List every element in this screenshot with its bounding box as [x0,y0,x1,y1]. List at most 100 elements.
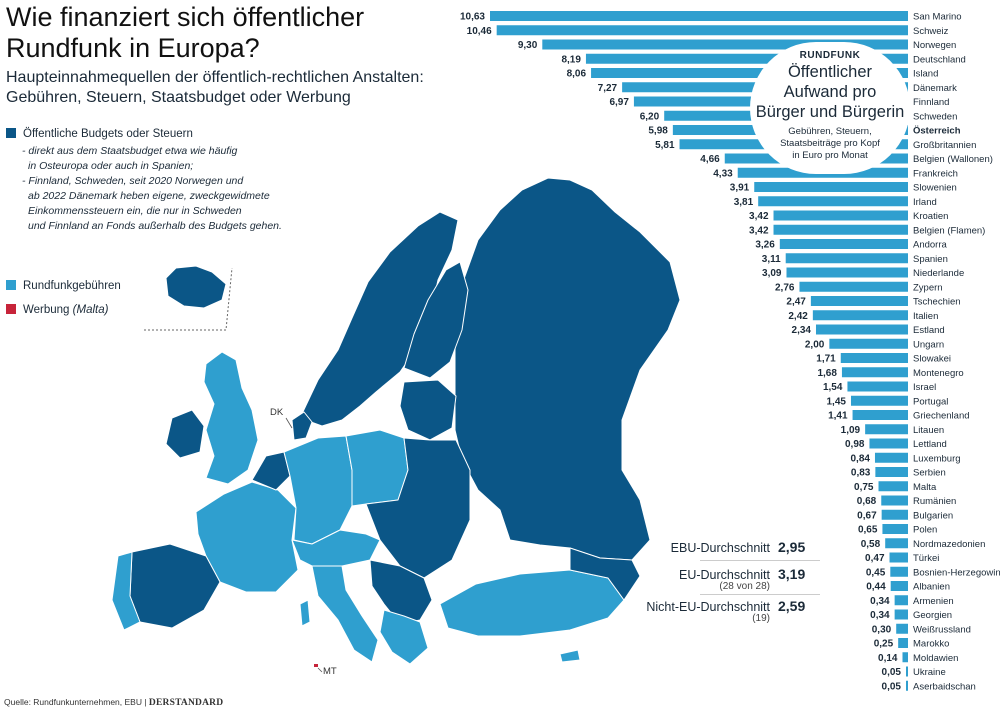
bar-category-label: Moldawien [913,653,958,664]
bar [810,296,908,306]
legend-ads: Werbung (Malta) [6,304,108,316]
bar-value-label: 6,20 [640,111,660,122]
bar-value-label: 7,27 [598,83,618,94]
bar-value-label: 0,44 [866,582,886,593]
avg-eu: EU-Durchschnitt 3,19 (28 von 28) [608,566,808,592]
bar-value-label: 9,30 [518,40,538,51]
map-balkans [369,559,433,625]
bar-category-label: Frankreich [913,168,958,179]
map-malta [314,664,318,667]
bar-category-label: Weißrussland [913,624,971,635]
avg-ebu-label: EBU-Durchschnitt [670,541,770,555]
bar-value-label: 1,45 [827,396,847,407]
legend-ads-label: Werbung [23,304,70,316]
bar [896,623,908,634]
bar-value-label: 8,19 [561,54,581,65]
avg-eu-label: EU-Durchschnitt [679,568,770,582]
avg-noneu-note: (19) [752,613,770,624]
chart-callout: RUNDFUNK Öffentlicher Aufwand pro Bürger… [750,42,910,174]
bar-category-label: Türkei [913,553,939,564]
bar-category-label: Georgien [913,610,952,621]
bar [841,367,908,378]
publisher-logo: DERSTANDARD [148,698,224,708]
bar-category-label: Belgien (Wallonen) [913,154,993,165]
legend-budget-note: - direkt aus dem Staatsbudget etwa wie h… [22,144,302,234]
bar [786,267,908,278]
bar-category-label: Marokko [913,639,949,650]
bar [758,196,908,207]
callout-kicker: RUNDFUNK [799,50,861,61]
callout-detail-line: Gebühren, Steuern, [788,126,872,137]
bar-value-label: 4,66 [700,154,720,165]
bar-category-label: Deutschland [913,54,966,65]
legend-note-line: Einkommenssteuern ein, die nur in Schwed… [28,205,242,217]
bar-category-label: Griechenland [913,411,970,422]
bar-value-label: 3,09 [762,268,782,279]
bar [847,381,908,392]
bar-category-label: Bosnien-Herzegowina [913,567,1000,578]
bar-category-label: Norwegen [913,40,956,51]
bar [779,239,908,249]
map-finland [403,261,469,379]
map-iceland [165,265,227,309]
bar [754,182,908,192]
source-line: Quelle: Rundfunkunternehmen, EBU | DERST… [4,697,224,708]
bar-category-label: Irland [913,197,937,208]
bar [894,609,908,620]
bar-value-label: 2,42 [788,311,808,322]
legend-ads-swatch [6,304,16,314]
bar-value-label: 0,14 [878,653,898,664]
page-subtitle: Haupteinnahmequellen der öffentlich-rech… [6,69,424,106]
legend-note-line: - Finnland, Schweden, seit 2020 Norwegen… [22,175,244,187]
legend-note-line: und Finnland an Fonds außerhalb des Budg… [28,220,282,232]
map-label-mt: MT [323,666,337,677]
bar [894,595,908,606]
avg-eu-value: 3,19 [778,566,806,582]
bar-category-label: Dänemark [913,83,957,94]
bar [875,467,908,477]
bar [496,25,908,36]
bar [852,410,908,420]
map-corsica [299,599,311,627]
bar-value-label: 0,47 [865,553,885,564]
map-russia [454,177,681,561]
legend-fees: Rundfunkgebühren [6,280,121,292]
bar-category-label: Litauen [913,425,944,436]
callout-detail-line: in Euro pro Monat [792,150,868,161]
bar-category-label: Spanien [913,254,948,265]
bar-value-label: 0,84 [851,453,871,464]
bar-value-label: 10,46 [467,26,492,37]
bar [878,481,908,492]
map-italy [311,565,379,663]
bar-value-label: 0,58 [861,539,881,550]
bar-category-label: Slowenien [913,183,957,194]
map-label-dk: DK [270,407,284,418]
bar [785,253,908,264]
bar-category-label: Montenegro [913,368,964,379]
bar-value-label: 0,67 [857,510,877,521]
legend-budget-label: Öffentliche Budgets oder Steuern [23,128,193,140]
bar-value-label: 8,06 [567,69,587,80]
bar-value-label: 5,98 [648,126,668,137]
bar-category-label: Albanien [913,582,950,593]
bar-value-label: 0,30 [872,624,892,635]
bar-value-label: 5,81 [655,140,675,151]
bar-value-label: 3,11 [762,254,781,265]
callout-detail: Gebühren, Steuern, Staatsbeiträge pro Ko… [750,126,910,162]
map-denmark [291,411,313,441]
bar-category-label: Polen [913,525,937,536]
bar-value-label: 0,34 [870,610,890,621]
bar-category-label: Finnland [913,97,949,108]
bar [865,424,908,435]
map-greece [379,609,429,665]
bar [773,210,908,221]
bar-value-label: 3,91 [730,183,750,194]
avg-eu-note: (28 von 28) [719,581,770,592]
bar [898,638,908,648]
bar-category-label: Bulgarien [913,510,953,521]
callout-headline-1: Öffentlicher [787,63,873,81]
map-portugal [111,551,141,631]
bar-value-label: 0,65 [858,525,878,536]
bar-category-label: Zypern [913,282,943,293]
